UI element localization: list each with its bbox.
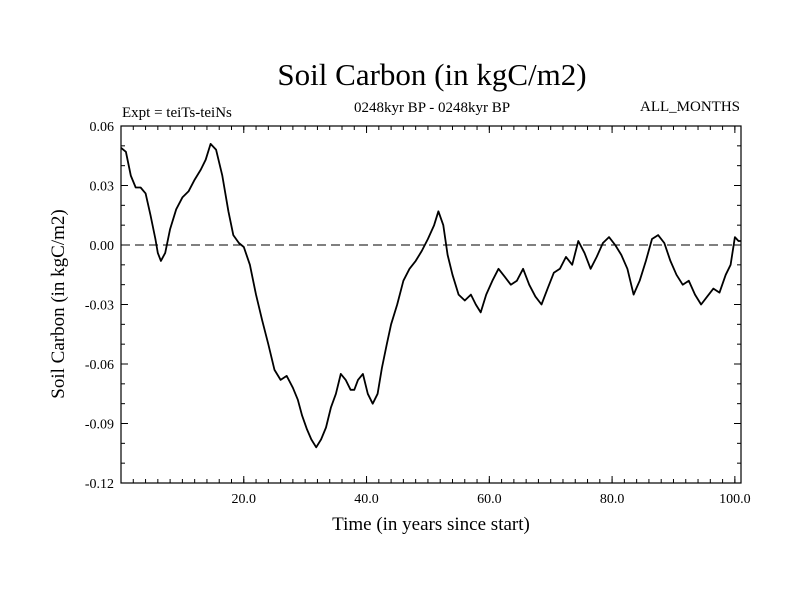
x-tick-label: 20.0 bbox=[232, 492, 257, 507]
y-tick-label: -0.03 bbox=[85, 299, 114, 314]
x-tick-label: 60.0 bbox=[477, 492, 502, 507]
expt-label: Expt = teiTs-teiNs bbox=[122, 105, 232, 121]
y-tick-label: 0.00 bbox=[90, 239, 115, 254]
y-tick-label: -0.12 bbox=[85, 477, 114, 492]
y-axis-label: Soil Carbon (in kgC/m2) bbox=[48, 209, 69, 398]
chart-title: Soil Carbon (in kgC/m2) bbox=[277, 57, 586, 92]
y-tick-label: -0.09 bbox=[85, 418, 114, 433]
y-tick-label: 0.06 bbox=[90, 120, 115, 135]
x-axis-label: Time (in years since start) bbox=[332, 514, 530, 535]
y-axis-ticks: 0.06 0.03 0.00 -0.03 -0.06 -0.09 -0.12 bbox=[85, 120, 741, 492]
x-tick-label: 40.0 bbox=[354, 492, 379, 507]
x-tick-label: 100.0 bbox=[719, 492, 751, 507]
months-label: ALL_MONTHS bbox=[640, 99, 740, 115]
period-label: 0248kyr BP - 0248kyr BP bbox=[354, 100, 510, 116]
x-tick-label: 80.0 bbox=[600, 492, 625, 507]
soil-carbon-series-line bbox=[120, 143, 741, 449]
x-axis-ticks: 20.0 40.0 60.0 80.0 100.0 bbox=[132, 126, 751, 507]
y-tick-label: -0.06 bbox=[85, 358, 114, 373]
y-tick-label: 0.03 bbox=[90, 180, 115, 195]
plot-frame bbox=[120, 125, 742, 484]
